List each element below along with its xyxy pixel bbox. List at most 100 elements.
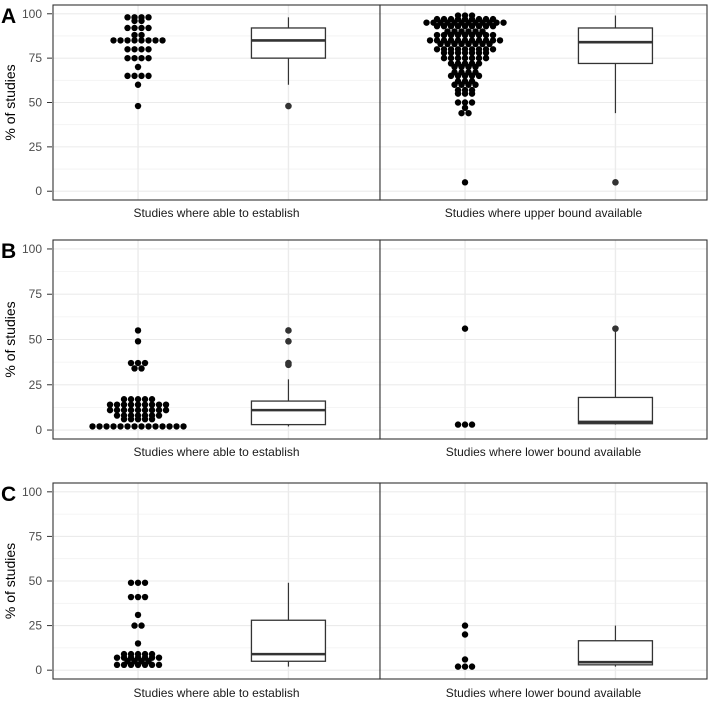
data-point (461, 631, 469, 638)
data-point (124, 14, 131, 21)
box-outlier (612, 179, 619, 186)
data-point (482, 46, 490, 53)
data-point (96, 423, 103, 430)
data-point (145, 14, 152, 21)
box-iqr (250, 400, 327, 426)
panel-letter: B (1, 240, 16, 263)
data-point (162, 406, 170, 414)
y-tick-label: 75 (29, 529, 43, 543)
data-point (134, 593, 142, 601)
box-outlier (285, 338, 292, 345)
data-point (138, 14, 145, 21)
data-point (141, 406, 149, 414)
data-point (461, 54, 469, 62)
data-point (159, 37, 166, 44)
data-point (106, 406, 114, 414)
data-point (468, 78, 476, 85)
panel-a: A % of studies 0 25 50 75 100 Studies where abl… (1, 4, 708, 220)
box-outlier (285, 359, 292, 367)
data-point (113, 412, 121, 419)
data-point (134, 650, 142, 658)
data-point (461, 104, 469, 112)
data-point (454, 46, 462, 53)
data-point (113, 654, 121, 661)
data-point (447, 37, 455, 44)
data-point (159, 423, 166, 430)
data-point (127, 650, 135, 658)
box-outlier (612, 325, 619, 332)
data-point (131, 46, 138, 53)
data-point (148, 412, 156, 419)
y-tick-label: 50 (29, 574, 43, 588)
data-point (120, 401, 128, 408)
data-point (440, 37, 448, 44)
y-tick-label: 0 (35, 423, 42, 437)
data-point (138, 423, 145, 430)
data-point (472, 69, 479, 76)
data-point (461, 37, 469, 44)
y-axis-label: % of studies (2, 543, 18, 619)
data-point (113, 401, 121, 408)
data-point (134, 63, 142, 71)
y-tick-label: 75 (29, 51, 43, 65)
data-point (134, 401, 142, 408)
facet-label: Studies where lower bound available (446, 445, 642, 459)
data-point (141, 593, 149, 601)
data-point (433, 46, 441, 53)
box-iqr (577, 640, 654, 666)
data-point (131, 72, 138, 80)
data-point (155, 654, 163, 661)
data-point (482, 37, 490, 44)
data-point (131, 423, 138, 430)
data-point (465, 69, 472, 76)
facet-2: Studies where lower bound available (379, 239, 708, 459)
y-tick-label: 100 (22, 7, 42, 21)
data-point (134, 396, 142, 403)
data-point (134, 327, 142, 334)
facet-label: Studies where able to establish (133, 206, 299, 220)
data-point (440, 54, 448, 62)
data-point (454, 54, 462, 62)
box-outlier (285, 327, 292, 334)
data-point (461, 325, 469, 332)
data-point (468, 37, 476, 44)
data-point (141, 650, 149, 658)
y-tick-label: 100 (22, 242, 42, 256)
data-point (127, 396, 135, 403)
facet-label: Studies where able to establish (133, 445, 299, 459)
data-point (131, 37, 138, 44)
data-point (152, 423, 159, 430)
data-point (155, 412, 163, 419)
data-point (447, 60, 455, 67)
data-point (138, 365, 145, 372)
data-point (454, 86, 462, 94)
data-point (131, 31, 138, 39)
data-point (489, 46, 497, 53)
data-point (120, 406, 128, 414)
data-point (426, 37, 434, 44)
data-point (482, 54, 490, 62)
data-point (461, 421, 469, 428)
data-point (472, 28, 479, 35)
facet-border (379, 482, 708, 680)
data-point (117, 37, 124, 44)
y-tick-label: 50 (29, 96, 43, 110)
data-point (89, 423, 96, 430)
data-point (461, 60, 469, 67)
data-point (138, 54, 145, 62)
data-point (173, 423, 180, 430)
panel-letter: A (1, 5, 16, 28)
data-point (465, 28, 472, 35)
data-point (465, 109, 472, 117)
data-point (138, 31, 145, 39)
panel-c: C % of studies 0 25 50 75 100 Studies where abl… (1, 482, 708, 700)
data-point (134, 611, 142, 619)
data-point (110, 37, 117, 44)
data-point (148, 401, 156, 408)
data-point (461, 663, 469, 670)
data-point (141, 359, 149, 367)
data-point (454, 78, 462, 85)
data-point (475, 37, 483, 44)
y-axis-label: % of studies (2, 64, 18, 140)
data-point (145, 423, 152, 430)
